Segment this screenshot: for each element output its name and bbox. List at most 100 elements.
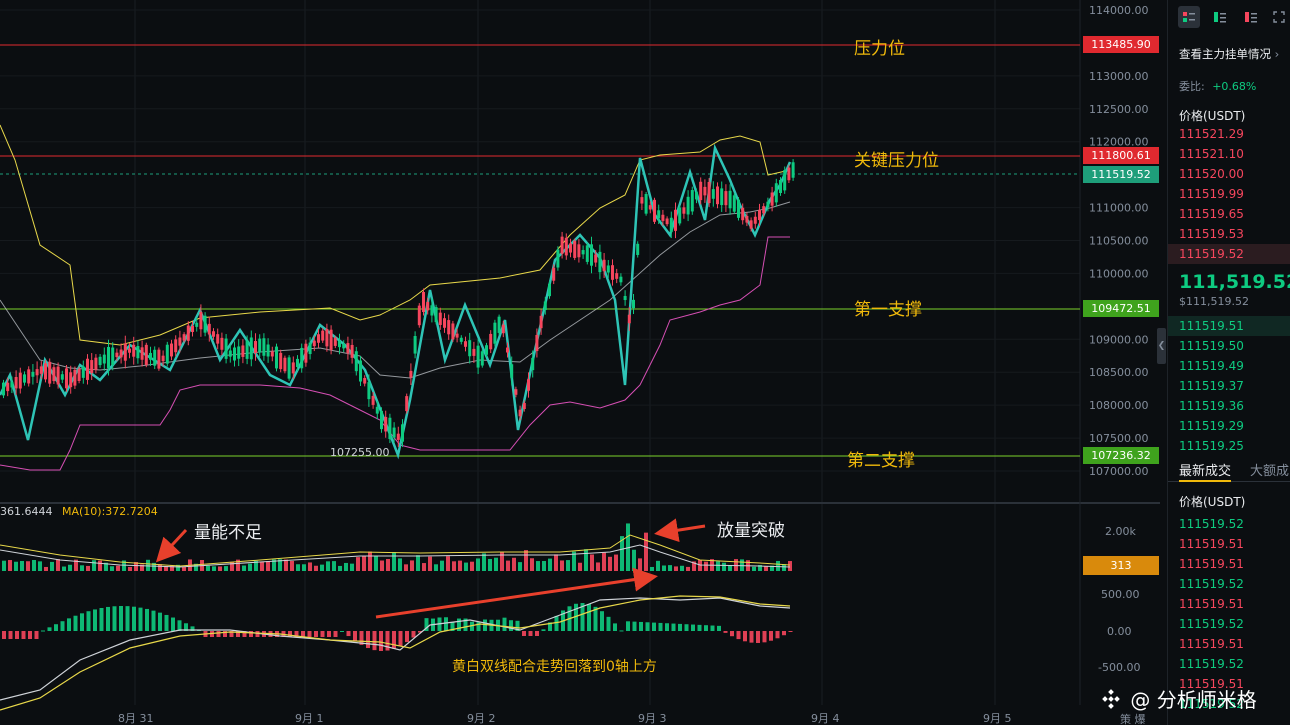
candle-body [338,340,341,348]
macd-bar [411,631,416,638]
bid-row[interactable]: 111519.37 [1179,379,1244,393]
candle-body [283,357,287,372]
candle-body [741,207,745,221]
trade-row[interactable]: 111519.51 [1179,557,1244,571]
candle-body [245,340,249,359]
candle-body [548,283,551,297]
price-axis-tick: 110000.00 [1089,267,1149,280]
volume-bar [128,566,132,571]
trade-row[interactable]: 111519.51 [1179,597,1244,611]
price-chart[interactable]: 114000.00 113000.00 112500.00 112000.00 1110… [0,0,1164,725]
trade-row[interactable]: 111519.51 [1179,637,1244,651]
candle-body [623,295,627,301]
macd-bar [340,631,344,632]
volume-bar [386,558,390,571]
resistance-label: 压力位 [854,39,905,59]
trade-row[interactable]: 111519.52 [1179,577,1244,591]
ask-row[interactable]: 111519.99 [1179,187,1244,201]
ask-row[interactable]: 111519.53 [1179,227,1244,241]
volume-bar [116,565,120,571]
volume-bar [716,561,720,571]
candle-body [401,424,404,442]
ask-row[interactable]: 111519.65 [1179,207,1244,221]
volume-bar [704,561,708,571]
tab-large-trades[interactable]: 大额成 [1250,464,1290,479]
bid-row[interactable]: 111519.51 [1179,319,1244,333]
volume-bar [584,549,588,571]
view-main-orders-link[interactable]: 查看主力挂单情况 › [1179,47,1280,61]
ask-row[interactable]: 111519.52 [1179,247,1244,261]
volume-bar [416,555,420,571]
macd-dif-line [0,597,791,701]
candle-body [39,366,43,374]
time-axis-label: 9月 1 [295,712,324,725]
chart-area[interactable]: 114000.00 113000.00 112500.00 112000.00 1110… [0,0,1164,725]
volume-bar [680,565,684,571]
candle-body [422,292,425,312]
trade-row[interactable]: 111519.51 [1179,537,1244,551]
key-resistance-price-tag: 111800.61 [1083,147,1159,164]
volume-bar [26,561,30,571]
bid-row[interactable]: 111519.25 [1179,439,1244,453]
ask-row[interactable]: 111521.10 [1179,147,1244,161]
volume-ma-line [0,534,791,567]
trade-row[interactable]: 111519.51 [1179,677,1244,691]
candle-body [10,382,14,388]
tab-latest-trades[interactable]: 最新成交 [1179,464,1232,479]
candle-body [228,350,232,357]
candle-body [514,389,518,395]
ask-row[interactable]: 111520.00 [1179,167,1244,181]
orderbook-asks-icon[interactable] [1240,6,1262,28]
candle-body [434,307,438,323]
trade-row[interactable]: 111519.52 [1179,657,1244,671]
orderbook-both-icon[interactable] [1178,6,1200,28]
candle-body [123,343,127,361]
volume-bar [50,561,54,571]
volume-bar [722,562,726,571]
candle-body [354,351,358,372]
bid-row[interactable]: 111519.36 [1179,399,1244,413]
candle-body [426,302,430,311]
trade-row[interactable]: 111519.52 [1179,617,1244,631]
support1-price-tag: 109472.51 [1083,300,1159,317]
bid-row[interactable]: 111519.50 [1179,339,1244,353]
trade-row[interactable]: 111519.52 [1179,697,1244,711]
volume-bar [92,560,96,571]
volume-ma2-line [0,544,791,568]
candle-body [170,343,173,357]
volume-bar [146,559,150,571]
volume-bar [398,558,402,571]
orderbook-bids-icon[interactable] [1209,6,1231,28]
candle-body [619,276,623,283]
macd-bar [385,631,390,651]
collapse-panel-handle[interactable]: ❮ [1157,328,1166,364]
bid-row[interactable]: 111519.49 [1179,359,1244,373]
candle-body [732,195,736,212]
volume-bar [224,566,228,571]
candle-body [199,311,203,330]
macd-bar [587,604,591,631]
volume-ma: MA(10):372.7204 [62,505,158,518]
trade-row[interactable]: 111519.52 [1179,517,1244,531]
volume-bar [758,565,762,571]
volume-bar [152,562,156,571]
volume-bar [506,560,510,571]
macd-bar [60,621,65,631]
macd-bar [106,606,110,631]
expand-icon[interactable] [1268,6,1290,28]
macd-bar [119,606,123,631]
indicator-axis-tick: -500.00 [1098,661,1140,674]
volume-bar [302,564,306,571]
time-axis-corner[interactable]: 策 爆 [1120,713,1146,725]
volume-bar [410,560,414,571]
key-resistance-label: 关键压力位 [854,151,939,171]
candle-body [678,207,682,224]
bid-row[interactable]: 111519.29 [1179,419,1244,433]
volume-bar [356,557,360,571]
macd-bar [756,631,760,643]
candle-body [392,427,396,438]
macd-bar [184,623,188,631]
macd-bar [80,613,84,631]
macd-bar [177,620,182,631]
ask-row[interactable]: 111521.29 [1179,127,1244,141]
